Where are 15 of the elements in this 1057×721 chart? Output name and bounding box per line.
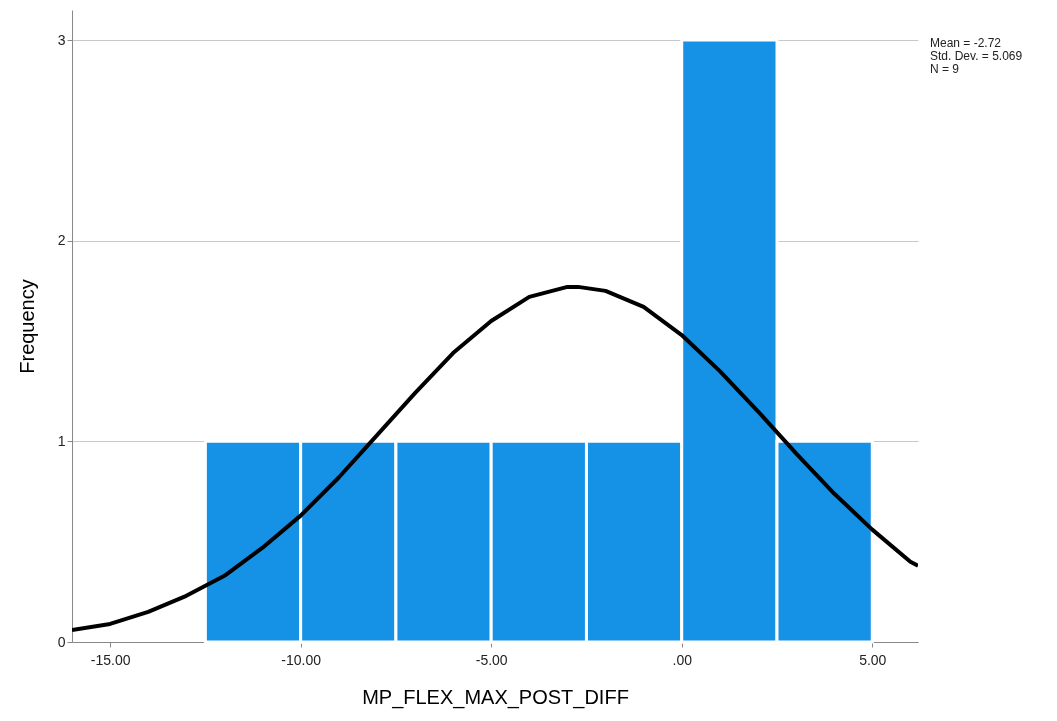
text: Std. Dev. = 5.069 bbox=[930, 49, 1023, 63]
text: Mean = -2.72 bbox=[930, 36, 1002, 50]
text: N = 9 bbox=[930, 62, 960, 76]
x-tick-label: -5.00 bbox=[475, 651, 508, 668]
x-tick-label: -10.00 bbox=[281, 651, 322, 668]
y-tick-label: 0 bbox=[57, 633, 66, 650]
x-tick-label: -15.00 bbox=[90, 651, 131, 668]
y-tick-label: 2 bbox=[57, 232, 66, 249]
x-tick-label: .00 bbox=[672, 651, 693, 668]
x-axis-title: MP_FLEX_MAX_POST_DIFF bbox=[362, 685, 629, 709]
line-series bbox=[72, 284, 918, 632]
x-tick-label: 5.00 bbox=[859, 651, 887, 668]
y-tick-label: 1 bbox=[57, 432, 66, 449]
y-tick-label: 3 bbox=[57, 31, 66, 48]
y-axis-title: Frequency bbox=[15, 279, 38, 374]
